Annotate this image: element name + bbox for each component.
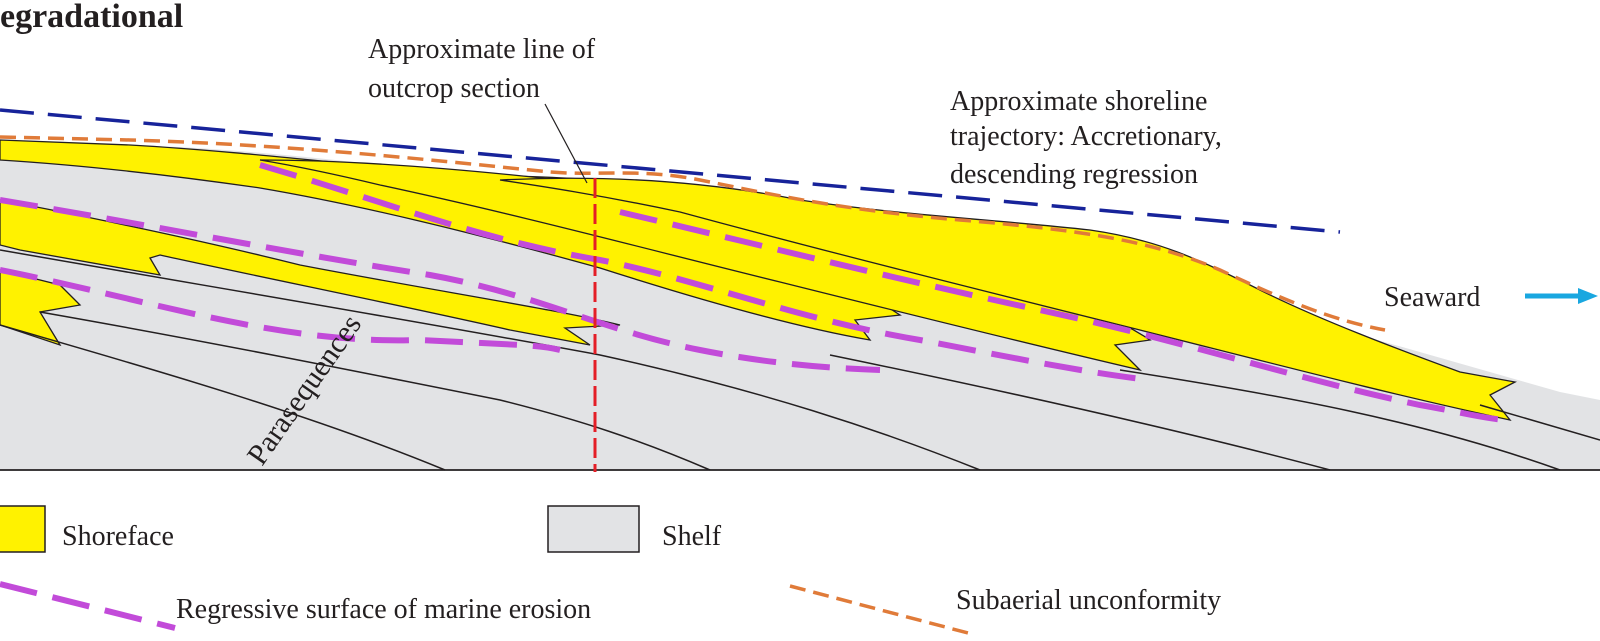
legend-rsme-label: Regressive surface of marine erosion: [176, 594, 591, 625]
trajectory-label-line1: Approximate shoreline: [950, 86, 1207, 117]
legend-rsme-swatch: [0, 581, 176, 631]
trajectory-label-line2: trajectory: Accretionary,: [950, 121, 1222, 152]
rsme-line: [0, 267, 561, 353]
outcrop-leader-line: [544, 103, 588, 184]
diagram-title: egradational: [0, 0, 183, 35]
shoreface-bodies: [0, 139, 1517, 422]
rsme-line: [0, 197, 881, 373]
rsme-surfaces: [0, 162, 1511, 423]
legend-shoreface-swatch: [0, 505, 46, 553]
parasequence-line: [0, 324, 446, 471]
parasequence-line: [829, 354, 1331, 471]
legend-subaerial-label: Subaerial unconformity: [956, 585, 1221, 616]
parasequence-line: [1479, 404, 1600, 441]
legend: Shoreface Shelf Regressive surface of ma…: [0, 505, 1221, 635]
outcrop-label-line1: Approximate line of: [368, 34, 596, 65]
shoreline-trajectory-line: [0, 108, 1341, 234]
legend-shelf-label: Shelf: [662, 521, 722, 552]
parasequence-line: [1119, 369, 1561, 471]
outcrop-label-line2: outcrop section: [368, 73, 540, 104]
legend-shelf-swatch: [547, 505, 640, 553]
parasequence-line: [0, 249, 981, 471]
seaward-arrow-icon: [1525, 288, 1598, 304]
rsme-line: [259, 162, 1151, 383]
rsme-line: [619, 209, 1511, 423]
parasequence-boundaries: [0, 249, 1600, 471]
seaward-label: Seaward: [1384, 282, 1480, 313]
subaerial-unconformity: [0, 135, 1386, 332]
parasequence-line: [39, 311, 711, 471]
trajectory-label-line3: descending regression: [950, 159, 1198, 190]
legend-shoreface-label: Shoreface: [62, 521, 174, 552]
legend-subaerial-swatch: [789, 584, 969, 635]
